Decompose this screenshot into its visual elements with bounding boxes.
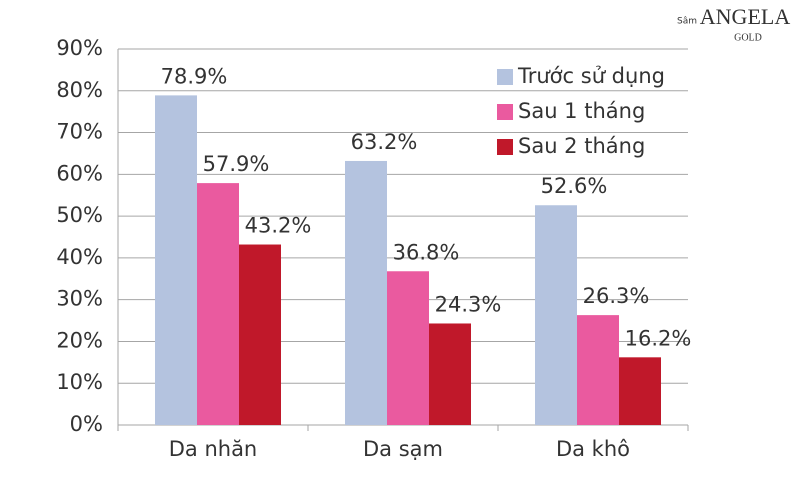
legend-swatch	[497, 69, 513, 85]
value-label: 57.9%	[203, 152, 270, 176]
y-tick-label: 30%	[56, 287, 103, 311]
logo-sub: GOLD	[734, 32, 762, 43]
bar	[387, 271, 429, 425]
legend-label: Sau 2 tháng	[518, 134, 645, 158]
y-tick-label: 20%	[56, 328, 103, 352]
x-tick-label: Da nhăn	[169, 437, 258, 461]
legend-label: Sau 1 tháng	[518, 99, 645, 123]
bar	[197, 183, 239, 425]
y-tick-label: 0%	[70, 412, 103, 436]
y-tick-label: 40%	[56, 245, 103, 269]
value-label: 52.6%	[541, 174, 608, 198]
legend-swatch	[497, 104, 513, 120]
y-tick-label: 10%	[56, 370, 103, 394]
value-label: 63.2%	[351, 130, 418, 154]
value-label: 78.9%	[161, 64, 228, 88]
bar	[619, 357, 661, 425]
bar	[239, 244, 281, 425]
value-label: 26.3%	[583, 284, 650, 308]
x-tick-label: Da khô	[556, 437, 630, 461]
y-tick-label: 50%	[56, 203, 103, 227]
value-label: 16.2%	[625, 326, 692, 350]
bar	[429, 323, 471, 425]
x-tick-label: Da sạm	[363, 437, 443, 461]
bar	[345, 160, 387, 425]
bar	[577, 315, 619, 425]
bar	[155, 95, 197, 425]
logo-brand: ANGELA	[700, 4, 791, 29]
legend-swatch	[497, 139, 513, 155]
y-tick-label: 60%	[56, 161, 103, 185]
bar	[535, 205, 577, 425]
logo-prefix: Sâm	[677, 17, 697, 27]
value-label: 43.2%	[245, 214, 312, 238]
legend-label: Trước sử dụng	[517, 64, 665, 88]
y-tick-label: 90%	[56, 36, 103, 60]
y-tick-label: 80%	[56, 78, 103, 102]
value-label: 24.3%	[435, 292, 502, 316]
value-label: 36.8%	[393, 240, 460, 264]
y-tick-label: 70%	[56, 120, 103, 144]
